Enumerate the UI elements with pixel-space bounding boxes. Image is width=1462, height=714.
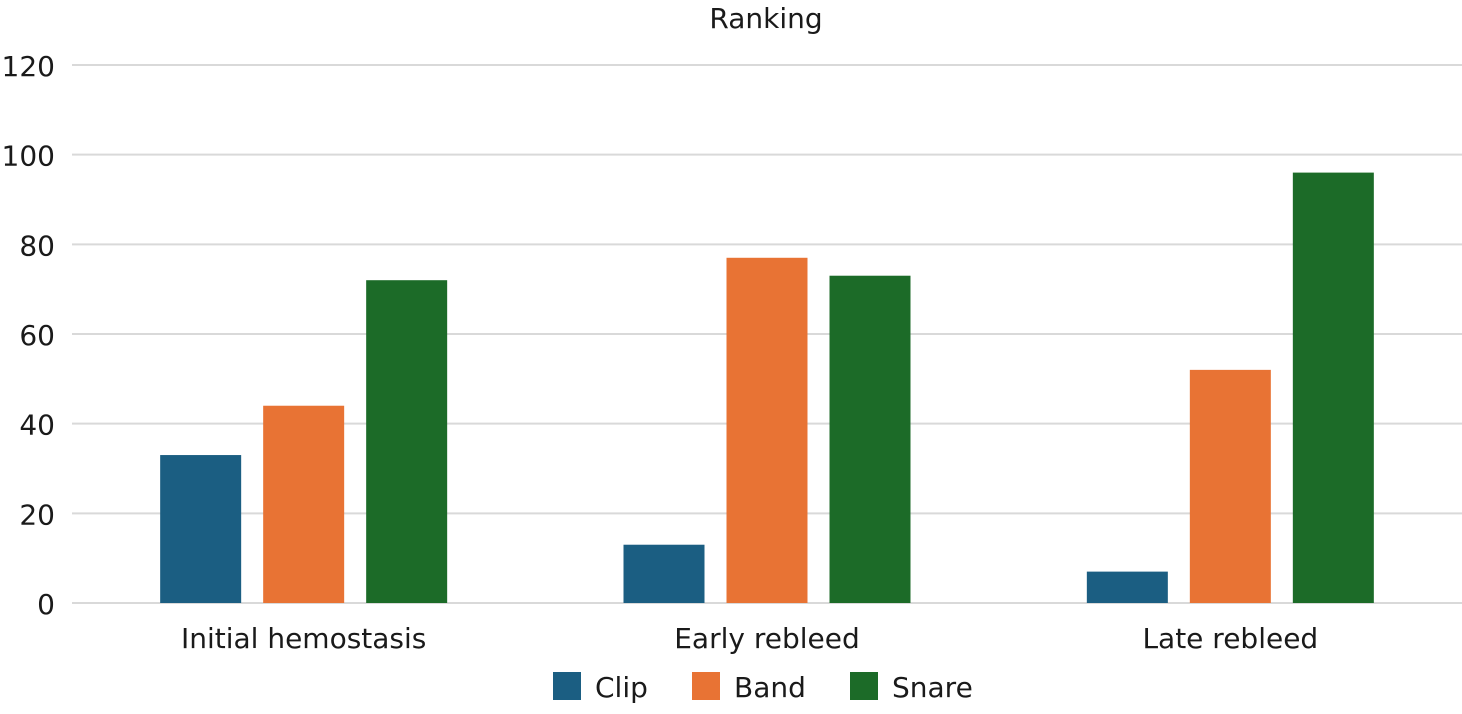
y-tick-label: 40 (19, 409, 55, 442)
bar-clip-1 (623, 544, 705, 603)
bar-clip-2 (1086, 571, 1168, 603)
bar-clip-0 (160, 455, 242, 603)
x-tick-label: Late rebleed (1142, 622, 1318, 655)
legend-swatch-snare (850, 672, 878, 700)
y-tick-label: 100 (2, 140, 55, 173)
bar-snare-0 (366, 280, 448, 603)
y-tick-label: 80 (19, 229, 55, 262)
bar-band-1 (726, 257, 808, 603)
y-tick-label: 20 (19, 498, 55, 531)
y-tick-label: 0 (37, 588, 55, 621)
legend-label-snare: Snare (892, 671, 973, 704)
x-tick-label: Early rebleed (674, 622, 860, 655)
legend-label-clip: Clip (595, 671, 648, 704)
legend-swatch-clip (553, 672, 581, 700)
legend-swatch-band (692, 672, 720, 700)
bar-band-0 (263, 405, 345, 603)
y-axis-ticks: 0 20 40 60 80 100 120 (2, 50, 55, 621)
y-tick-label: 60 (19, 319, 55, 352)
chart-title: Ranking (709, 2, 822, 35)
bar-snare-2 (1292, 172, 1374, 603)
x-tick-label: Initial hemostasis (181, 622, 426, 655)
y-tick-label: 120 (2, 50, 55, 83)
legend-label-band: Band (734, 671, 806, 704)
bar-snare-1 (829, 275, 911, 603)
bars (160, 172, 1374, 603)
bar-band-2 (1189, 369, 1271, 603)
legend: Clip Band Snare (553, 671, 973, 704)
x-axis-ticks: Initial hemostasis Early rebleed Late rebl… (181, 622, 1318, 655)
